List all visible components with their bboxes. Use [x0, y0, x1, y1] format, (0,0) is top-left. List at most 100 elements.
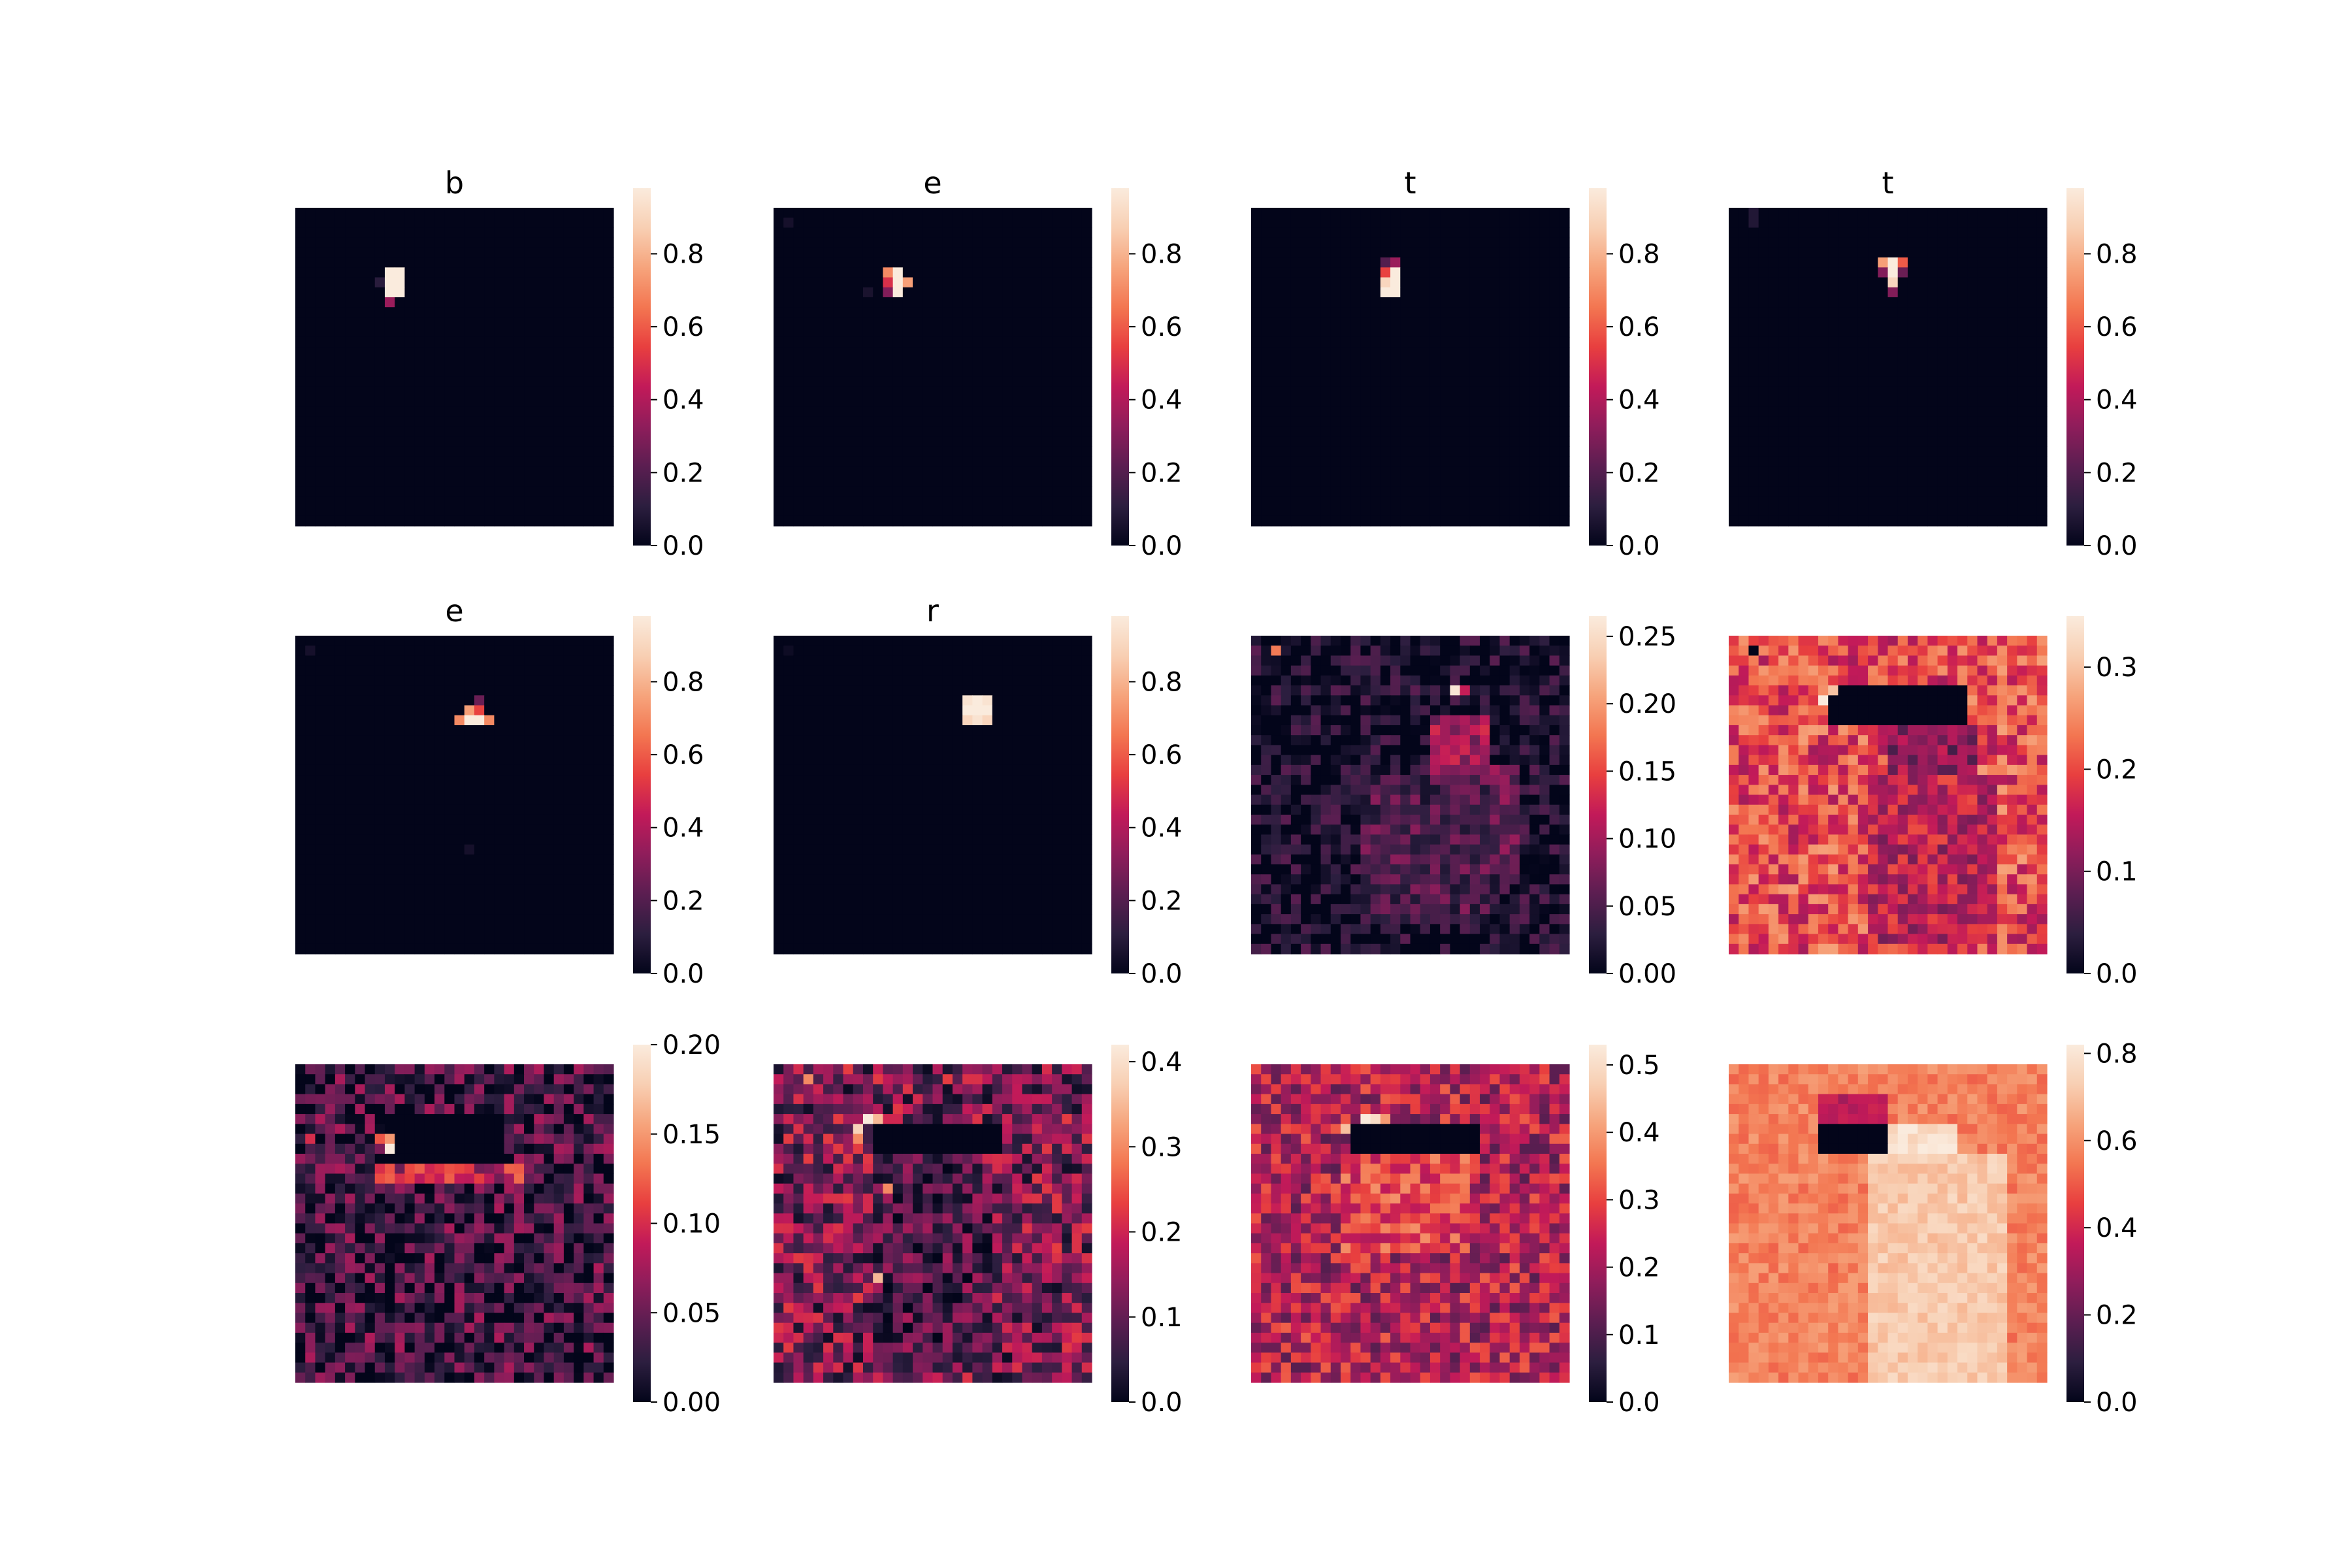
heatmap-cell	[1927, 257, 1938, 268]
heatmap-cell	[1440, 237, 1450, 248]
heatmap-cell	[384, 456, 395, 467]
heatmap-cell	[404, 814, 416, 825]
heatmap-cell	[434, 466, 445, 477]
heatmap-cell	[464, 745, 475, 756]
heatmap-cell	[504, 675, 515, 686]
heatmap-cell	[1062, 317, 1073, 328]
heatmap-cell	[1370, 436, 1381, 447]
heatmap-cell	[1987, 446, 1998, 457]
heatmap-cell	[813, 327, 824, 338]
heatmap-cell	[524, 794, 534, 806]
heatmap-cell	[1390, 208, 1401, 218]
heatmap-cell	[1887, 416, 1899, 427]
heatmap-cell	[1539, 456, 1550, 467]
heatmap-cell	[374, 636, 385, 646]
heatmap-cell	[374, 705, 385, 716]
heatmap-cell	[1758, 496, 1769, 507]
heatmap-cell	[1002, 426, 1013, 437]
heatmap-cell	[1758, 397, 1769, 407]
heatmap-cell	[1370, 277, 1381, 288]
heatmap-cell	[892, 496, 904, 507]
heatmap-cell	[295, 267, 306, 278]
heatmap-cell	[1032, 456, 1043, 467]
heatmap-cell	[1290, 347, 1301, 357]
heatmap-cell	[962, 227, 973, 238]
heatmap-cell	[992, 476, 1003, 487]
heatmap-cell	[1052, 436, 1062, 447]
heatmap-cell	[1261, 287, 1272, 298]
heatmap-cell	[325, 307, 336, 318]
heatmap-cell	[384, 655, 395, 666]
heatmap-cell	[992, 436, 1003, 447]
heatmap-cell	[1450, 426, 1461, 437]
heatmap-cell	[1320, 307, 1331, 318]
heatmap-cell	[962, 347, 973, 357]
heatmap-cell	[1261, 367, 1272, 378]
heatmap-cell	[404, 406, 416, 417]
heatmap-cell	[972, 307, 983, 318]
heatmap-cell	[454, 486, 465, 497]
heatmap-cell	[1748, 416, 1759, 427]
heatmap-cell	[1340, 406, 1351, 417]
heatmap-cell	[384, 825, 395, 835]
heatmap-cell	[2017, 307, 2028, 318]
heatmap-cell	[524, 237, 534, 248]
heatmap-cell	[1838, 476, 1849, 487]
heatmap-cell	[1808, 327, 1819, 338]
heatmap-cell	[524, 884, 534, 895]
heatmap-cell	[1330, 496, 1341, 507]
heatmap-cell	[384, 476, 395, 487]
heatmap-cell	[404, 825, 416, 835]
heatmap-cell	[1768, 317, 1779, 328]
heatmap-cell	[1429, 466, 1441, 477]
heatmap-cell	[305, 864, 316, 875]
heatmap-cell	[892, 397, 904, 407]
heatmap-cell	[1818, 277, 1829, 288]
heatmap-cell	[1987, 496, 1998, 507]
heatmap-cell	[593, 367, 604, 378]
heatmap-cell	[474, 446, 485, 457]
heatmap-cell	[1002, 327, 1013, 338]
heatmap-cell	[833, 436, 844, 447]
heatmap-cell	[534, 327, 545, 338]
heatmap-cell	[902, 208, 913, 218]
heatmap-cell	[534, 825, 545, 835]
heatmap-cell	[583, 307, 595, 318]
heatmap-cell	[395, 287, 406, 298]
heatmap-cell	[583, 426, 595, 437]
heatmap-cell	[1032, 367, 1043, 378]
heatmap-cell	[1311, 397, 1322, 407]
heatmap-cell	[1509, 496, 1520, 507]
heatmap-cell	[2017, 317, 2028, 328]
heatmap-cell	[325, 357, 336, 368]
heatmap-cell	[1460, 347, 1471, 357]
heatmap-cell	[1062, 287, 1073, 298]
heatmap-cell	[494, 466, 505, 477]
heatmap-cell	[853, 515, 864, 527]
heatmap-cell	[843, 496, 854, 507]
heatmap-cell	[1002, 376, 1013, 387]
heatmap-cell	[803, 446, 814, 457]
heatmap-cell	[942, 397, 953, 407]
heatmap-cell	[494, 715, 505, 726]
heatmap-cell	[833, 267, 844, 278]
heatmap-cell	[1997, 247, 2008, 258]
heatmap-cell	[395, 247, 406, 258]
heatmap-cell	[932, 476, 943, 487]
heatmap-cell	[1480, 317, 1490, 328]
heatmap-cell	[454, 695, 465, 706]
heatmap-cell	[345, 347, 355, 357]
heatmap-cell	[1281, 376, 1292, 387]
heatmap-cell	[384, 665, 395, 676]
heatmap-cell	[843, 436, 854, 447]
heatmap-cell	[902, 267, 913, 278]
heatmap-cell	[2017, 336, 2028, 348]
heatmap-cell	[1081, 476, 1092, 487]
heatmap-cell	[1778, 218, 1789, 229]
heatmap-cell	[404, 804, 416, 815]
heatmap-cell	[553, 874, 564, 885]
heatmap-cell	[1052, 307, 1062, 318]
heatmap-cell	[962, 287, 973, 298]
heatmap-cell	[992, 257, 1003, 268]
heatmap-cell	[923, 237, 934, 248]
